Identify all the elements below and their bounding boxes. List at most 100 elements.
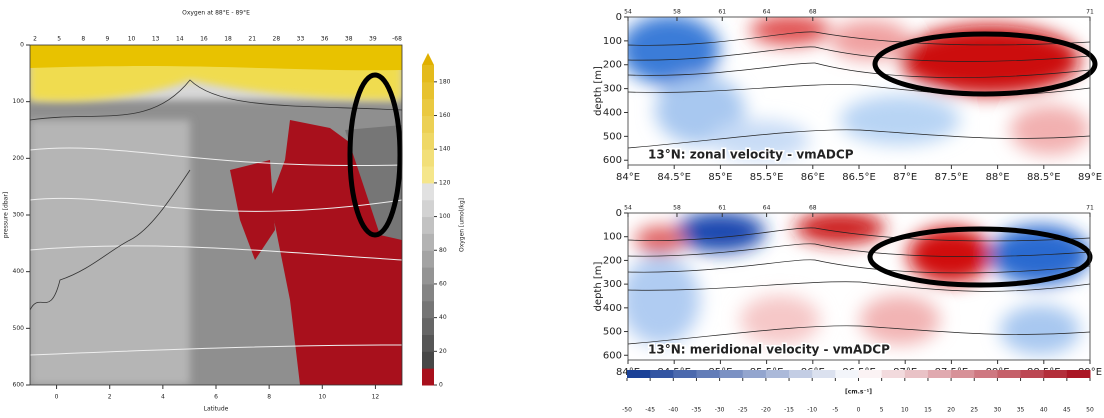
colorbar-swatch [422, 82, 434, 99]
top-tick-label: 39 [369, 36, 377, 43]
top-tick-label: 33 [297, 36, 305, 43]
colorbar-swatch [905, 370, 929, 378]
colorbar-swatch [743, 370, 767, 378]
colorbar-tick-label: 0 [857, 407, 861, 414]
y-tick-label: 500 [603, 131, 622, 142]
x-tick-label: 88°E [986, 172, 1010, 183]
colorbar-tick-label: 10 [901, 407, 909, 414]
top-tick-label: 5 [57, 36, 61, 43]
colorbar-swatch [422, 166, 434, 183]
y-tick-label: 500 [13, 325, 25, 332]
y-tick-label: 0 [20, 42, 24, 49]
colorbar-tick-label: -35 [692, 407, 702, 414]
colorbar-tick-label: -25 [738, 407, 748, 414]
y-tick-label: 100 [603, 232, 622, 243]
colorbar-swatch [422, 351, 434, 368]
top-tick-label: 68 [809, 9, 817, 16]
top-tick-label: 28 [273, 36, 281, 43]
colorbar-tick-label: 20 [439, 348, 447, 355]
top-tick-label: -68 [392, 36, 402, 43]
x-tick-label: 87°E [893, 172, 917, 183]
y-tick-label: 400 [13, 268, 25, 275]
y-tick-label: 300 [603, 279, 622, 290]
x-tick-label: 6 [214, 394, 218, 401]
top-tick-label: 21 [248, 36, 256, 43]
colorbar-swatch [1044, 370, 1068, 378]
colorbar-tick-label: -20 [761, 407, 771, 414]
colorbar-swatch [422, 267, 434, 284]
y-tick-label: 600 [603, 350, 622, 361]
colorbar-tick-label: 15 [924, 407, 932, 414]
colorbar-swatch [422, 318, 434, 335]
colorbar-swatch [766, 370, 790, 378]
x-axis-label: Latitude [204, 406, 229, 413]
colorbar-swatch [422, 65, 434, 82]
colorbar-swatch [422, 334, 434, 351]
y-axis-label: depth [m] [593, 66, 604, 116]
y-tick-label: 200 [13, 155, 25, 162]
colorbar-tick-label: 30 [994, 407, 1002, 414]
top-tick-label: 71 [1086, 205, 1094, 212]
colorbar-swatch [835, 370, 859, 378]
y-tick-label: 400 [603, 303, 622, 314]
y-tick-label: 100 [13, 98, 25, 105]
colorbar-tick-label: 0 [439, 382, 443, 389]
y-tick-label: 0 [616, 208, 622, 219]
x-tick-label: 84°E [616, 172, 640, 183]
top-tick-label: 13 [152, 36, 160, 43]
colorbar-swatch [951, 370, 975, 378]
top-tick-label: 54 [624, 9, 632, 16]
colorbar-swatch [422, 368, 434, 385]
colorbar-swatch [974, 370, 998, 378]
figure: 0246810120100200300400500600pressure [db… [0, 0, 1104, 418]
top-tick-label: 61 [718, 9, 726, 16]
colorbar-swatch [997, 370, 1021, 378]
x-tick-label: 8 [267, 394, 271, 401]
colorbar-swatch [859, 370, 883, 378]
x-tick-label: 84.5°E [657, 172, 691, 183]
top-tick-label: 16 [200, 36, 208, 43]
colorbar-swatch [422, 233, 434, 250]
colorbar-swatch [812, 370, 836, 378]
x-tick-label: 10 [318, 394, 326, 401]
x-tick-label: 89°E [1078, 172, 1102, 183]
x-tick-label: 85.5°E [750, 172, 784, 183]
top-tick-label: 36 [321, 36, 329, 43]
colorbar-swatch [422, 183, 434, 200]
top-tick-label: 14 [176, 36, 184, 43]
colorbar-arrow [422, 53, 434, 65]
colorbar-tick-label: -40 [668, 407, 678, 414]
top-tick-label: 8 [81, 36, 85, 43]
y-tick-label: 200 [603, 255, 622, 266]
x-tick-label: 87.5°E [935, 172, 969, 183]
top-tick-label: 54 [624, 205, 632, 212]
top-tick-label: 64 [763, 205, 771, 212]
x-tick-label: 4 [161, 394, 165, 401]
colorbar-tick-label: -15 [784, 407, 794, 414]
x-tick-label: 86.5°E [842, 172, 876, 183]
colorbar-tick-label: 60 [439, 280, 447, 287]
y-tick-label: 500 [603, 327, 622, 338]
colorbar-tick-label: 100 [439, 213, 451, 220]
colorbar-tick-label: 45 [1063, 407, 1071, 414]
top-tick-label: 9 [105, 36, 109, 43]
panel-annotation: 13°N: meridional velocity - vmADCP [648, 343, 890, 357]
colorbar-swatch [696, 370, 720, 378]
colorbar-tick-label: -30 [715, 407, 725, 414]
colorbar-label: [cm.s⁻¹] [845, 389, 872, 396]
colorbar-tick-label: -5 [832, 407, 838, 414]
panel-annotation: 13°N: zonal velocity - vmADCP [648, 148, 854, 162]
colorbar-swatch [422, 301, 434, 318]
colorbar-tick-label: 35 [1017, 407, 1025, 414]
y-tick-label: 100 [603, 36, 622, 47]
y-tick-label: 400 [603, 107, 622, 118]
y-axis-label: depth [m] [593, 261, 604, 311]
y-tick-label: 600 [13, 382, 25, 389]
y-axis-label: pressure [dbar] [3, 192, 10, 238]
top-tick-label: 38 [345, 36, 353, 43]
y-tick-label: 600 [603, 155, 622, 166]
colorbar-label: Oxygen [umol/kg] [459, 198, 466, 252]
colorbar-tick-label: 20 [947, 407, 955, 414]
top-tick-label: 18 [224, 36, 232, 43]
colorbar-swatch [882, 370, 906, 378]
